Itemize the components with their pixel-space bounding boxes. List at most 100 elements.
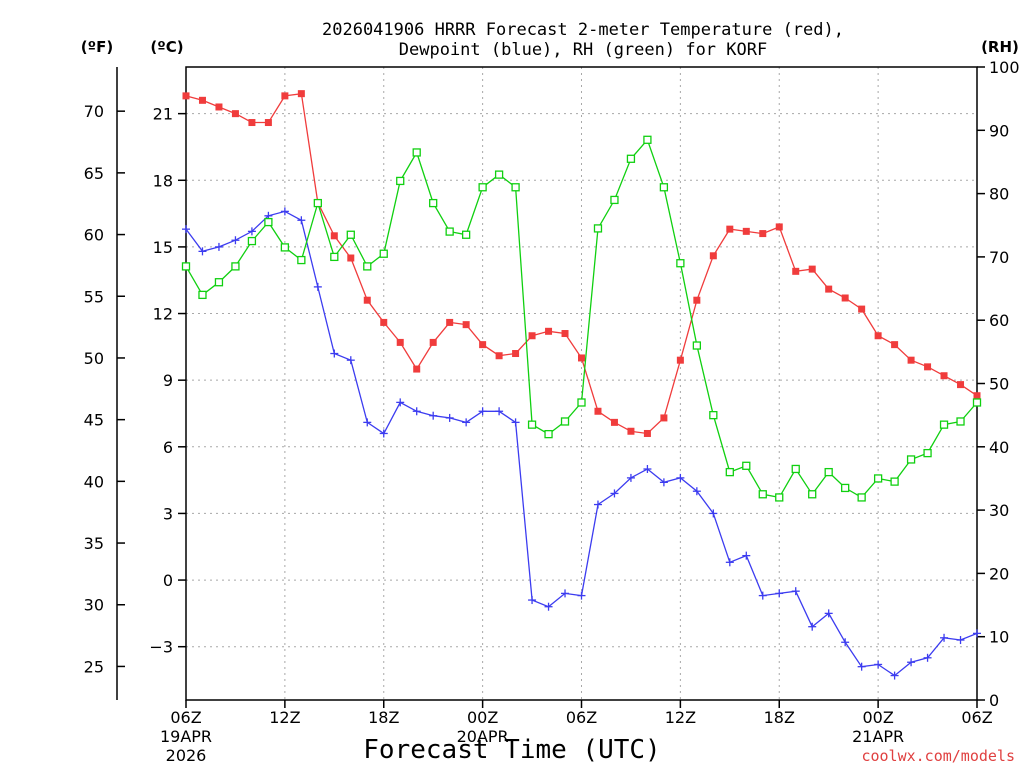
rh-point [857,493,866,502]
x-axis-title: Forecast Time (UTC) [363,735,660,765]
rh-point [478,183,487,192]
dewpoint-point [808,622,817,631]
temperature-point [891,341,899,349]
series-layer [181,90,982,680]
temperature-point [462,321,470,329]
temperature-point [709,252,717,260]
dewpoint-point [692,487,701,496]
x-tick-label: 06Z [961,708,992,727]
rh-point [808,490,817,499]
rh-point [841,483,850,493]
dewpoint-point [330,349,339,358]
series-rh [181,135,982,502]
dewpoint-point [247,227,256,236]
temperature-point [231,110,239,118]
celsius-tick-label: 3 [163,504,173,523]
dewpoint-point [758,591,767,600]
dewpoint-point [775,589,784,598]
dewpoint-point [280,207,289,216]
dewpoint-point [857,662,866,671]
rh-point [396,176,405,186]
temperature-point [380,318,388,326]
celsius-tick-label: 9 [163,371,173,390]
rh-tick-label: 70 [989,248,1009,267]
temperature-point [660,414,668,422]
dewpoint-point [445,413,454,422]
dewpoint-point [214,242,223,251]
fahrenheit-tick-label: 30 [84,596,104,615]
dewpoint-point [956,636,965,645]
celsius-tick-label: 18 [153,171,173,190]
x-date-label: 19APR [160,727,212,746]
rh-point [494,170,504,179]
rh-point [956,417,965,426]
dewpoint-point [791,587,800,596]
temperature-point [759,230,767,238]
temperature-point [429,338,437,346]
dewpoint-point [940,633,949,642]
dewpoint-point [511,418,520,427]
plot-frame [185,66,978,701]
rh-point [725,467,734,477]
temperature-point [693,296,701,304]
temperature-point [363,296,371,304]
temperature-point [297,90,305,98]
temperature-point [479,341,487,349]
temperature-point [874,332,882,340]
temperature-point [907,356,915,364]
temperature-point [528,332,536,340]
dewpoint-point [923,653,932,662]
celsius-tick-label: 12 [153,305,173,324]
rh-point [873,474,883,483]
rh-point [346,230,355,239]
temperature-point [940,372,948,380]
temperature-point [248,119,256,127]
credit-label: coolwx.com/models [861,747,1015,765]
temperature-point [446,318,454,326]
celsius-tick-label: 21 [153,105,173,124]
temperature-point [742,227,750,235]
dewpoint-point [313,282,322,291]
rh-point [247,236,257,246]
temperature-point [676,356,684,364]
temperature-point [413,365,421,373]
rh-point [313,198,322,208]
dewpoint-point [198,247,207,256]
series-line-dewpoint [185,210,978,677]
temperature-point [545,327,553,335]
rh-tick-label: 10 [989,628,1009,647]
dewpoint-point [182,225,190,234]
dewpoint-point [478,407,487,416]
x-tick-label: 18Z [368,708,399,727]
x-tick-label: 06Z [170,708,201,727]
rh-point [511,183,520,192]
chart-title-line1: 2026041906 HRRR Forecast 2-meter Tempera… [322,20,844,40]
rh-tick-label: 40 [989,438,1009,457]
dewpoint-point [577,591,586,600]
axes-layer: 211815129630−370656055504540353025100908… [84,58,1020,710]
temperature-point [578,354,585,362]
x-date-label: 20APR [457,727,509,746]
temperature-point [264,119,272,127]
rh-point [692,341,702,350]
dewpoint-point [626,473,635,482]
rh-point [939,420,949,429]
fahrenheit-tick-label: 70 [84,102,104,121]
rh-point [280,243,290,252]
dewpoint-point [462,418,471,427]
rh-point [412,148,421,157]
fahrenheit-tick-label: 25 [84,657,104,676]
temperature-point [198,96,206,104]
rh-point [264,217,273,227]
dewpoint-point [363,418,372,427]
temperature-point [808,265,816,273]
rh-point [791,464,800,474]
x-tick-label: 00Z [862,708,893,727]
rh-point [610,195,619,205]
dewpoint-point [610,489,619,498]
rh-point [758,490,767,499]
rh-unit-label: (RH) [981,38,1019,56]
temperature-point [973,392,981,400]
rh-point [775,493,784,502]
